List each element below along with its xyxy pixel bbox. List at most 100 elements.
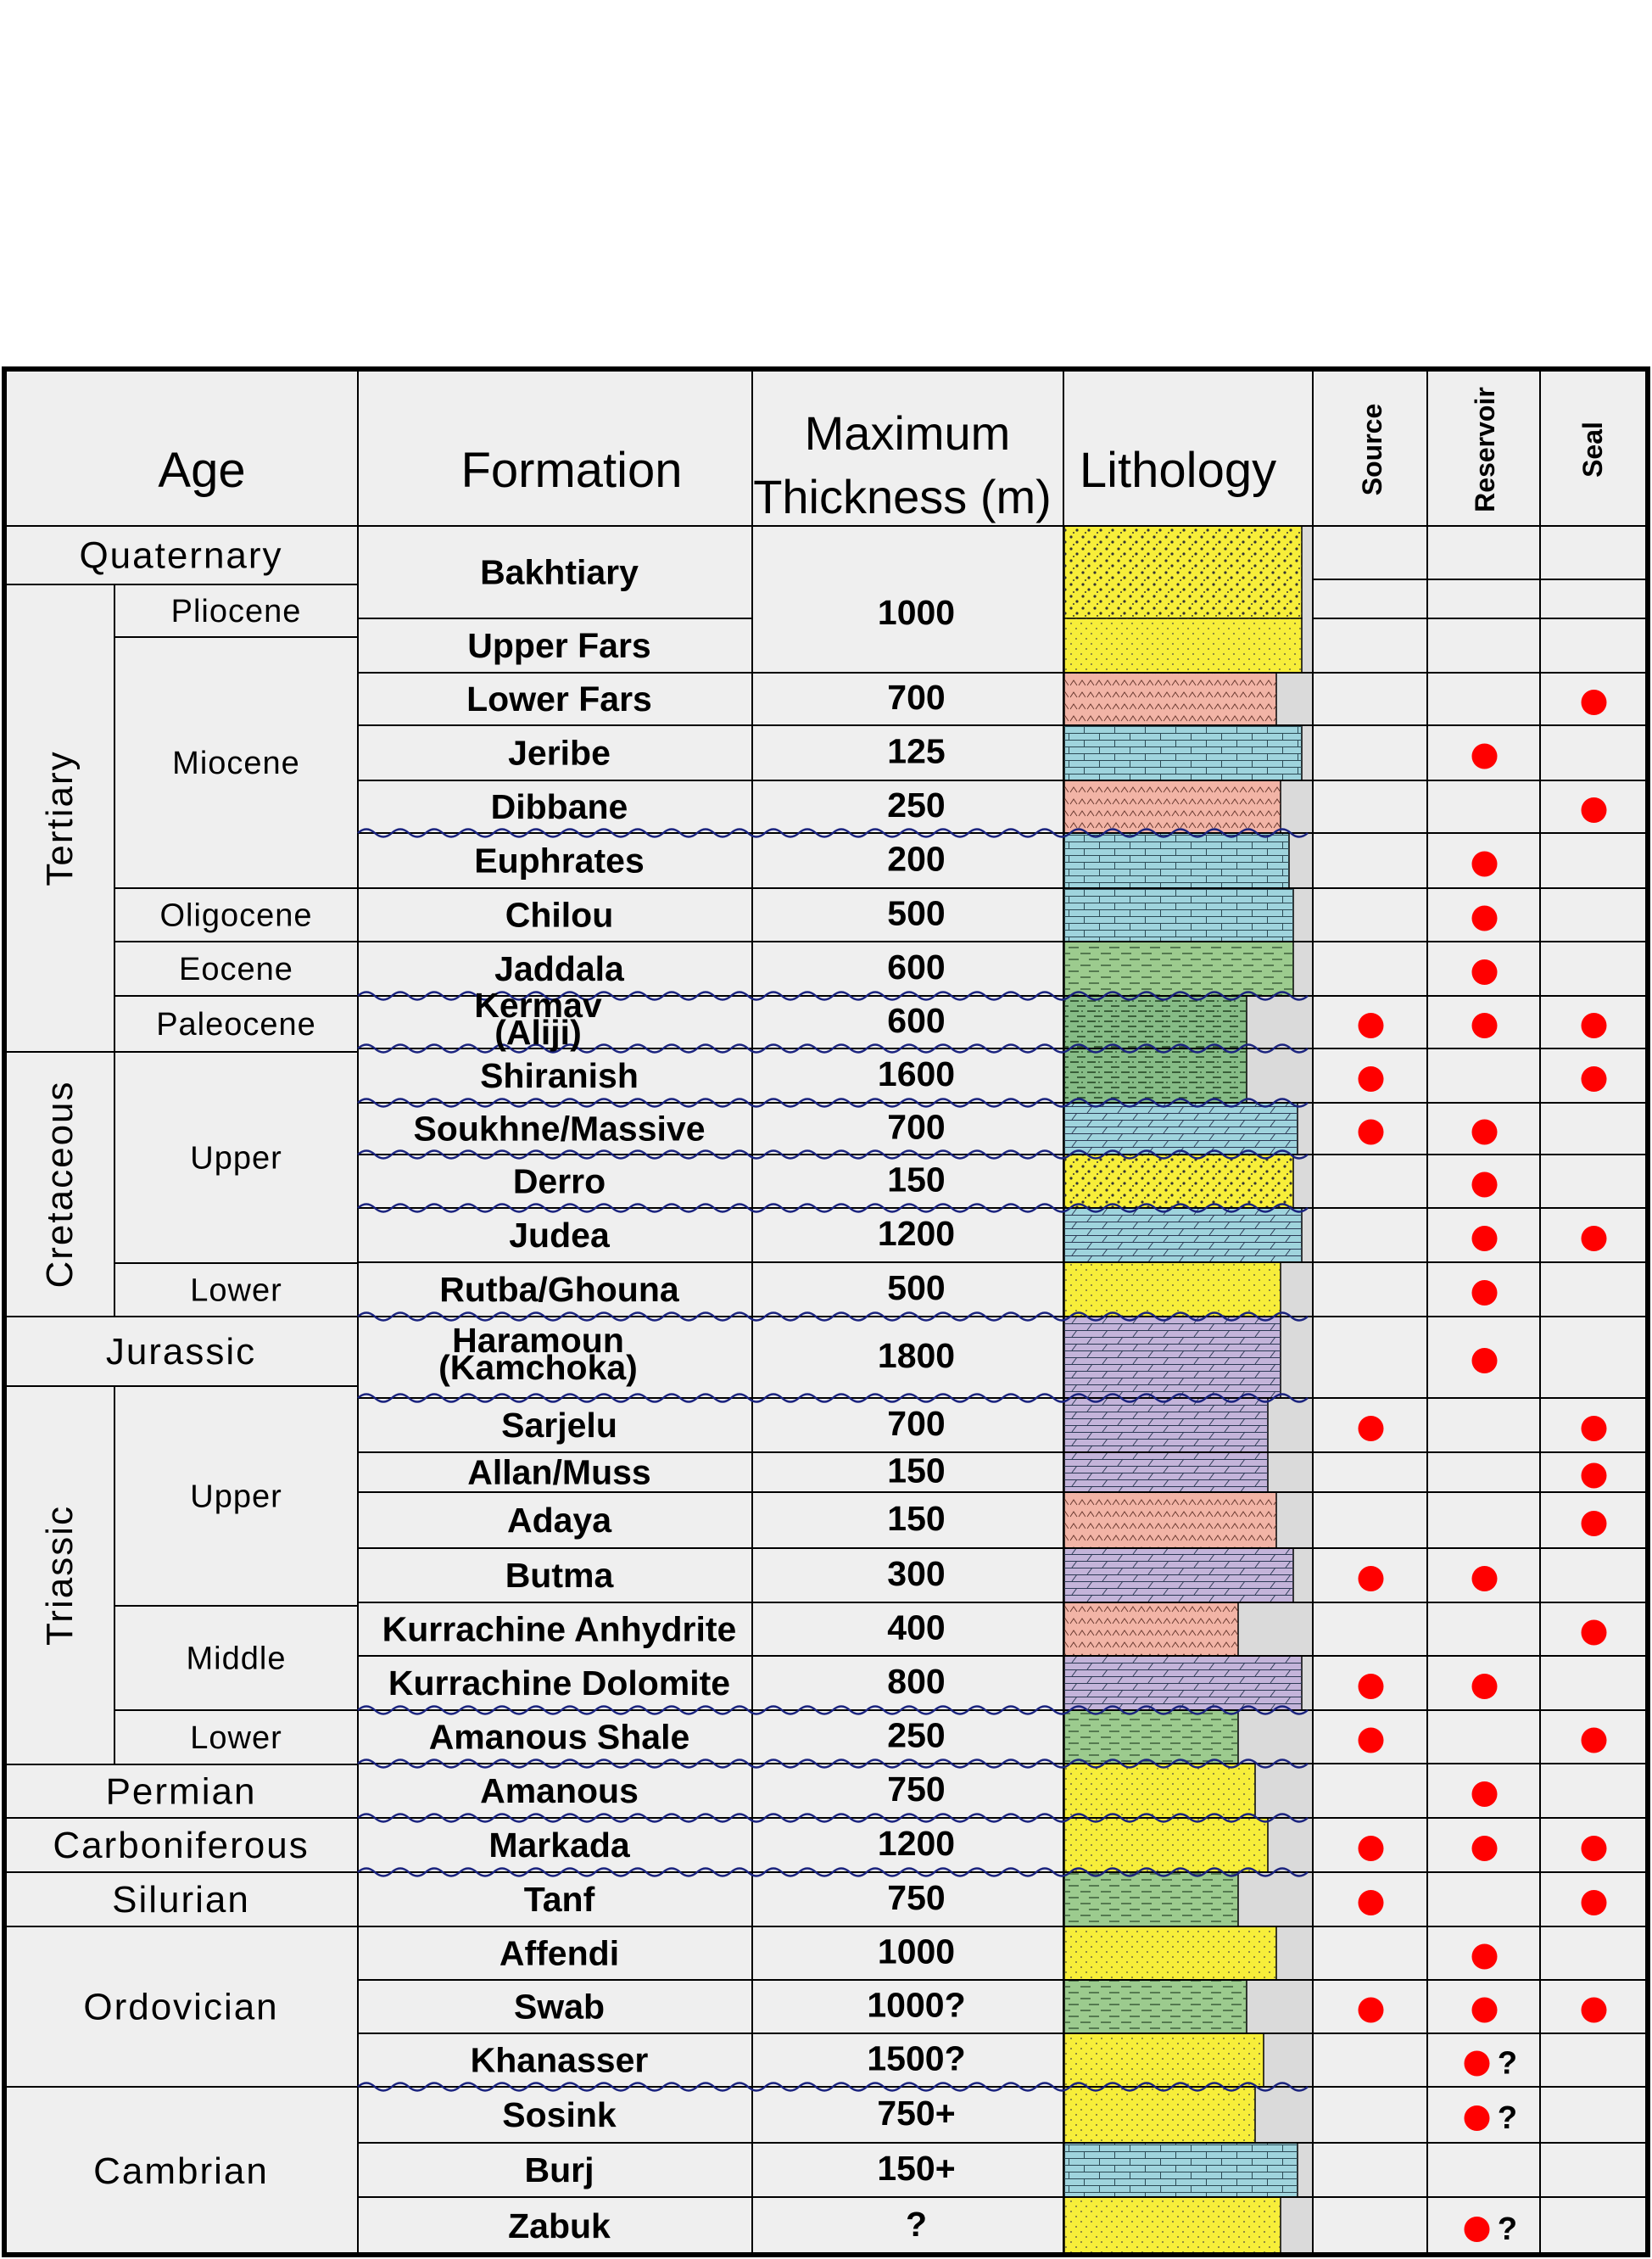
source-marker — [1358, 1066, 1384, 1092]
formation-thickness: ? — [906, 2205, 927, 2244]
header-seal: Seal — [1577, 422, 1608, 478]
lithology-bed-pattern — [1064, 1764, 1255, 1818]
formation-name: Derro — [513, 1162, 606, 1201]
formation-thickness: 150 — [887, 1499, 945, 1538]
formation-name: Chilou — [505, 896, 614, 935]
formation-name: Haramoun — [452, 1321, 624, 1360]
header-source: Source — [1357, 404, 1387, 495]
source-marker — [1358, 1416, 1384, 1441]
reservoir-marker — [1471, 1226, 1498, 1251]
formation-thickness: 150+ — [877, 2149, 955, 2188]
epoch-label: Oligocene — [159, 898, 312, 934]
epoch-label: Paleocene — [156, 1007, 316, 1043]
reservoir-marker — [1464, 2105, 1490, 2131]
epoch-label: Lower — [190, 1273, 282, 1309]
formation-name: Sosink — [502, 2095, 617, 2134]
header-lithology: Lithology — [1080, 443, 1276, 498]
formation-name: (Aliji) — [494, 1013, 581, 1052]
formation-thickness: 600 — [887, 948, 945, 987]
formation-thickness: 600 — [887, 1001, 945, 1040]
reservoir-marker — [1471, 959, 1498, 985]
period-label: Jurassic — [106, 1331, 256, 1373]
lithology-bed-pattern — [1064, 1398, 1268, 1452]
header-age: Age — [158, 443, 245, 498]
reservoir-marker — [1471, 1013, 1498, 1038]
reservoir-marker — [1471, 905, 1498, 931]
formation-name: Jeribe — [508, 734, 611, 773]
header-reservoir: Reservoir — [1470, 387, 1500, 512]
lithology-bed-pattern — [1064, 1155, 1293, 1208]
formation-thickness: 1500? — [867, 2039, 965, 2078]
formation-name: Amanous Shale — [429, 1718, 690, 1757]
formation-name: Tanf — [524, 1880, 595, 1919]
unconformity-line — [357, 1311, 1309, 1322]
lithology-bed-pattern — [1064, 888, 1293, 942]
seal-marker — [1581, 1890, 1607, 1915]
seal-marker — [1581, 1013, 1607, 1038]
unconformity-line — [357, 2082, 1309, 2092]
period-label: Triassic — [39, 1505, 81, 1646]
seal-marker — [1581, 797, 1607, 823]
seal-marker — [1581, 1997, 1607, 2023]
reservoir-marker — [1471, 1943, 1498, 1970]
formation-thickness: 500 — [887, 894, 945, 933]
unconformity-line — [357, 1867, 1309, 1877]
reservoir-marker — [1471, 1119, 1498, 1145]
formation-thickness: 750+ — [877, 2094, 955, 2133]
epoch-label: Upper — [190, 1141, 282, 1177]
lithology-bed-pattern — [1064, 2087, 1255, 2143]
formation-name: Butma — [505, 1556, 615, 1595]
formation-name: Euphrates — [474, 842, 645, 881]
lithology-bed-pattern — [1064, 526, 1302, 618]
lithology-bed-pattern — [1064, 780, 1281, 833]
unconformity-line — [357, 1098, 1309, 1108]
formation-name: Kermav — [474, 986, 602, 1025]
lithology-bed-pattern — [1064, 2143, 1298, 2197]
formation-name: Upper Fars — [467, 626, 650, 665]
lithology-bed-pattern — [1064, 673, 1276, 725]
formation-thickness: 1200 — [878, 1214, 955, 1253]
formation-thickness: 250 — [887, 1716, 945, 1755]
formation-name: Soukhne/Massive — [413, 1110, 705, 1149]
period-label: Cretaceous — [39, 1080, 81, 1288]
period-label: Cambrian — [93, 2150, 269, 2192]
epoch-label: Eocene — [179, 952, 293, 987]
seal-marker — [1581, 1836, 1607, 1861]
formation-name: Khanasser — [471, 2041, 649, 2080]
source-marker — [1358, 1119, 1384, 1145]
seal-marker — [1581, 1462, 1607, 1489]
source-marker — [1358, 1674, 1384, 1699]
reservoir-marker — [1471, 1348, 1498, 1373]
reservoir-marker — [1471, 1781, 1498, 1807]
lithology-bed-pattern — [1064, 1317, 1281, 1398]
formation-name: Swab — [514, 1988, 605, 2027]
reservoir-marker — [1471, 1171, 1498, 1198]
seal-marker — [1581, 1511, 1607, 1536]
lithology-bed-pattern — [1064, 1103, 1298, 1155]
unconformity-line — [357, 1043, 1309, 1054]
reservoir-marker — [1471, 743, 1498, 769]
epoch-label: Pliocene — [171, 594, 302, 629]
header-thickness-line1: Maximum — [805, 406, 1011, 460]
period-label: Ordovician — [83, 1987, 278, 2028]
formation-thickness: 1000? — [867, 1986, 965, 2025]
lithology-bed-pattern — [1064, 833, 1289, 888]
play-element-markers — [1358, 690, 1607, 2242]
epoch-label: Middle — [187, 1641, 287, 1677]
formation-name: Amanous — [480, 1771, 639, 1810]
period-label: Quaternary — [79, 535, 282, 577]
formation-name: Allan/Muss — [467, 1453, 650, 1492]
lithology-bed-pattern — [1064, 1048, 1247, 1103]
period-label: Permian — [106, 1771, 257, 1813]
formation-thickness: 1800 — [878, 1336, 955, 1375]
formation-name: Shiranish — [480, 1056, 639, 1095]
seal-marker — [1581, 1619, 1607, 1646]
uncertain-mark: ? — [1498, 2046, 1517, 2082]
table-grid — [4, 369, 1648, 2256]
formation-thickness: 150 — [887, 1160, 945, 1199]
formation-name: Dibbane — [491, 787, 628, 826]
reservoir-marker — [1464, 2217, 1490, 2242]
formation-thickness: 1000 — [878, 1932, 955, 1971]
formation-thickness: 700 — [887, 1404, 945, 1443]
formation-name: (Kamchoka) — [438, 1348, 638, 1387]
